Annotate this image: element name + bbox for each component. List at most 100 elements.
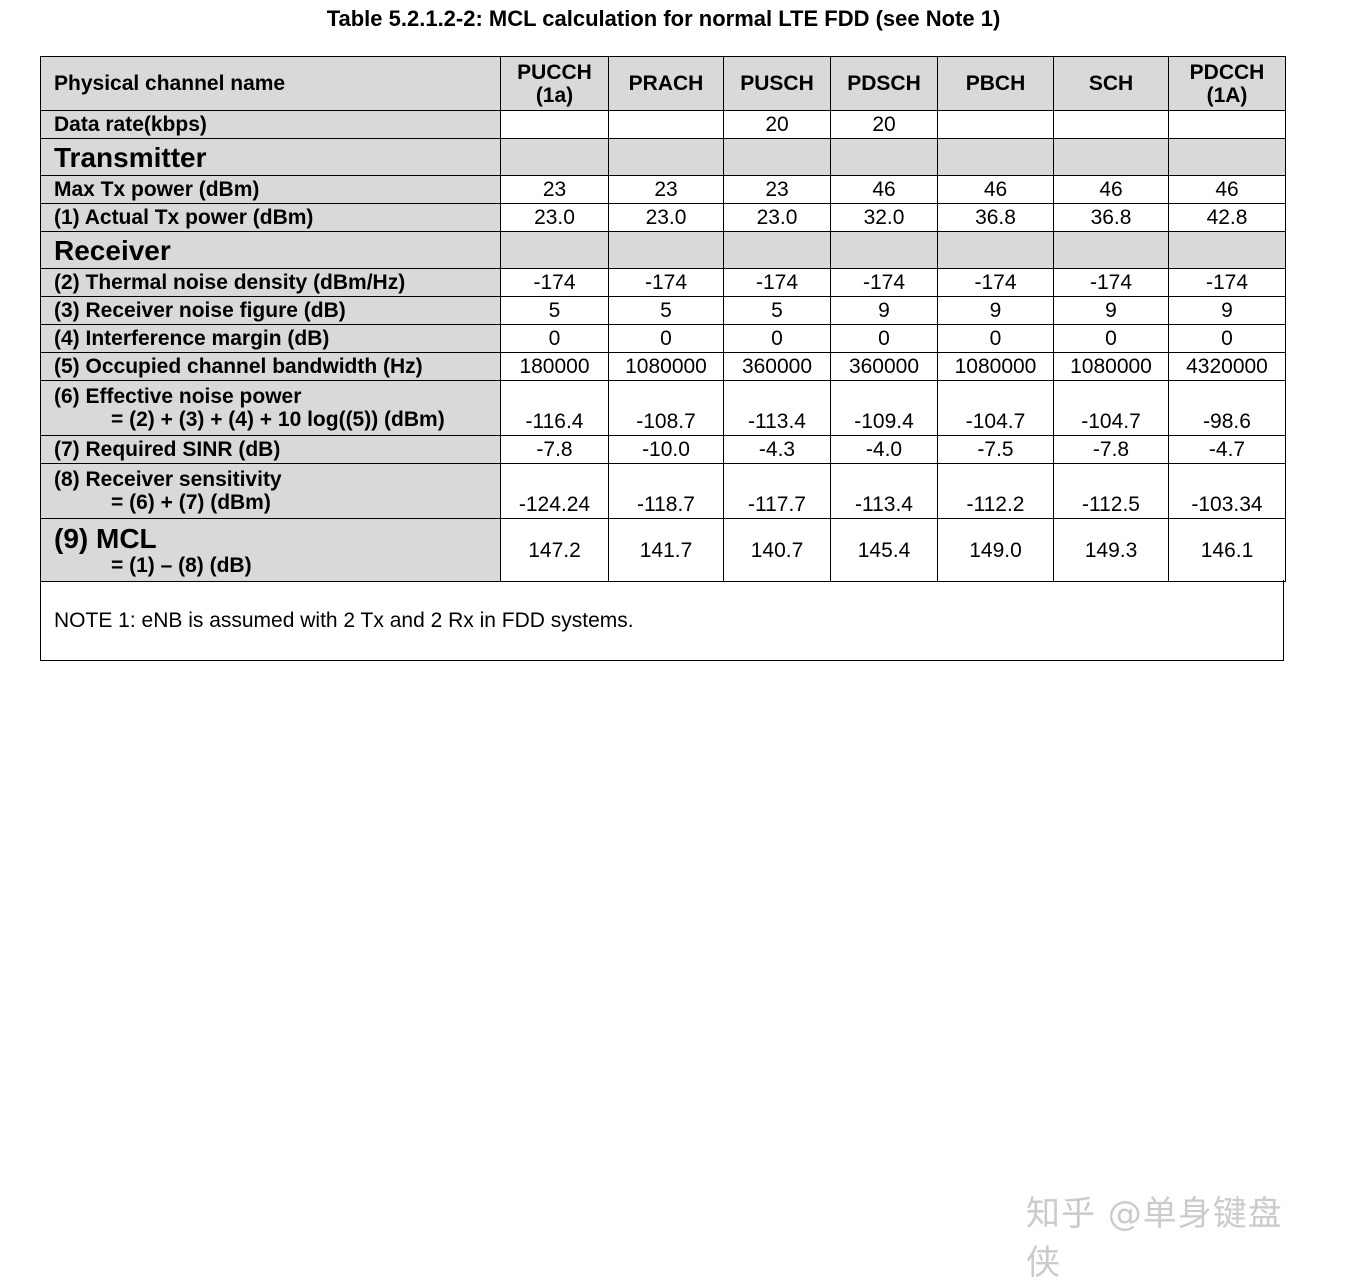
row-label-line: Transmitter [54, 141, 207, 173]
row-label-line: (5) Occupied channel bandwidth (Hz) [54, 355, 423, 378]
cell-value: 145.4 [830, 518, 938, 582]
cell-value: 32.0 [830, 203, 938, 232]
cell-value: -4.0 [830, 435, 938, 464]
row-label-line: Receiver [54, 234, 171, 266]
table-row: (5) Occupied channel bandwidth (Hz) 18000… [40, 352, 1286, 381]
row-label: (6) Effective noise power = (2) + (3) + (… [40, 380, 501, 436]
table-row: (2) Thermal noise density (dBm/Hz) -174 -1… [40, 268, 1286, 297]
column-header-line: PUCCH [517, 60, 592, 84]
cell-value [830, 138, 938, 176]
column-header-line: PRACH [628, 72, 704, 95]
row-label: (8) Receiver sensitivity = (6) + (7) (dBm… [40, 463, 501, 519]
cell-value: 23.0 [723, 203, 831, 232]
cell-value: -104.7 [937, 380, 1054, 436]
cell-value [937, 231, 1054, 269]
cell-value: -98.6 [1168, 380, 1286, 436]
cell-value [500, 138, 609, 176]
cell-value [500, 110, 609, 139]
cell-value: 20 [723, 110, 831, 139]
column-header: PRACH [608, 56, 724, 111]
cell-value: 0 [500, 324, 609, 353]
cell-value: -116.4 [500, 380, 609, 436]
cell-value: 46 [1053, 175, 1169, 204]
cell-value: 5 [608, 296, 724, 325]
row-label: (3) Receiver noise figure (dB) [40, 296, 501, 325]
cell-value: 23 [723, 175, 831, 204]
cell-value: -174 [937, 268, 1054, 297]
cell-value: 0 [1053, 324, 1169, 353]
cell-value: -118.7 [608, 463, 724, 519]
section-row: Receiver [40, 231, 1286, 269]
section-row: Transmitter [40, 138, 1286, 176]
column-header-line: PDCCH [1189, 60, 1265, 84]
cell-value [830, 231, 938, 269]
cell-value: -112.2 [937, 463, 1054, 519]
cell-value: 140.7 [723, 518, 831, 582]
cell-value [1168, 231, 1286, 269]
note-text: NOTE 1: eNB is assumed with 2 Tx and 2 R… [54, 609, 634, 632]
cell-value: -174 [608, 268, 724, 297]
row-label-line: Data rate(kbps) [54, 113, 207, 136]
cell-value [937, 110, 1054, 139]
table-row: (9) MCL = (1) – (8) (dB) 147.2 141.7 140.7 14… [40, 518, 1286, 582]
row-label: (2) Thermal noise density (dBm/Hz) [40, 268, 501, 297]
table-row: (4) Interference margin (dB) 0 0 0 0 0 0 0 [40, 324, 1286, 353]
row-label: Max Tx power (dBm) [40, 175, 501, 204]
cell-value: 42.8 [1168, 203, 1286, 232]
cell-value: 5 [723, 296, 831, 325]
column-header: PDCCH (1A) [1168, 56, 1286, 111]
watermark: 知乎 @单身键盘侠 [1026, 1194, 1283, 1283]
cell-value: 1080000 [608, 352, 724, 381]
cell-value [1168, 110, 1286, 139]
cell-value: -109.4 [830, 380, 938, 436]
cell-value: 0 [937, 324, 1054, 353]
mcl-table: Physical channel name PUCCH (1a) PRACH PUSCH… [40, 56, 1286, 582]
table-row: (3) Receiver noise figure (dB) 5 5 5 9 9 9 9 [40, 296, 1286, 325]
note-row: NOTE 1: eNB is assumed with 2 Tx and 2 R… [40, 580, 1284, 1283]
row-label-line: Max Tx power (dBm) [54, 178, 260, 201]
cell-value: -113.4 [830, 463, 938, 519]
row-label-line: (1) Actual Tx power (dBm) [54, 206, 314, 229]
cell-value: 9 [937, 296, 1054, 325]
row-label-line: (8) Receiver sensitivity [54, 468, 282, 491]
cell-value: -7.8 [500, 435, 609, 464]
row-label-line: (7) Required SINR (dB) [54, 438, 281, 461]
cell-value [723, 138, 831, 176]
row-label-line: = (1) – (8) (dB) [111, 553, 252, 577]
cell-value: 0 [1168, 324, 1286, 353]
cell-value: 9 [830, 296, 938, 325]
cell-value: 180000 [500, 352, 609, 381]
cell-value: -124.24 [500, 463, 609, 519]
cell-value: 9 [1168, 296, 1286, 325]
column-header: PUSCH [723, 56, 831, 111]
cell-value [937, 138, 1054, 176]
column-header-line: PUSCH [740, 72, 814, 95]
table-row: (6) Effective noise power = (2) + (3) + (… [40, 380, 1286, 436]
cell-value: 0 [608, 324, 724, 353]
row-label: (9) MCL = (1) – (8) (dB) [40, 518, 501, 582]
row-label-line: = (6) + (7) (dBm) [111, 491, 271, 514]
column-header-line: PDSCH [847, 72, 921, 95]
cell-value: 23 [608, 175, 724, 204]
row-label-line: (9) MCL [54, 522, 157, 554]
table-title: Table 5.2.1.2-2: MCL calculation for nor… [326, 6, 1001, 31]
cell-value: 360000 [830, 352, 938, 381]
cell-value: 149.3 [1053, 518, 1169, 582]
table-row: Max Tx power (dBm) 23 23 23 46 46 46 46 [40, 175, 1286, 204]
cell-value: 46 [830, 175, 938, 204]
cell-value [723, 231, 831, 269]
cell-value: -174 [1053, 268, 1169, 297]
cell-value: -104.7 [1053, 380, 1169, 436]
cell-value [1053, 138, 1169, 176]
cell-value: 23.0 [500, 203, 609, 232]
cell-value: 36.8 [937, 203, 1054, 232]
row-label-line: (2) Thermal noise density (dBm/Hz) [54, 271, 406, 294]
column-header: PDSCH [830, 56, 938, 111]
row-label: (4) Interference margin (dB) [40, 324, 501, 353]
cell-value: 5 [500, 296, 609, 325]
cell-value: 146.1 [1168, 518, 1286, 582]
cell-value: -112.5 [1053, 463, 1169, 519]
column-header-line: (1a) [535, 83, 574, 107]
cell-value [1053, 231, 1169, 269]
cell-value: 147.2 [500, 518, 609, 582]
